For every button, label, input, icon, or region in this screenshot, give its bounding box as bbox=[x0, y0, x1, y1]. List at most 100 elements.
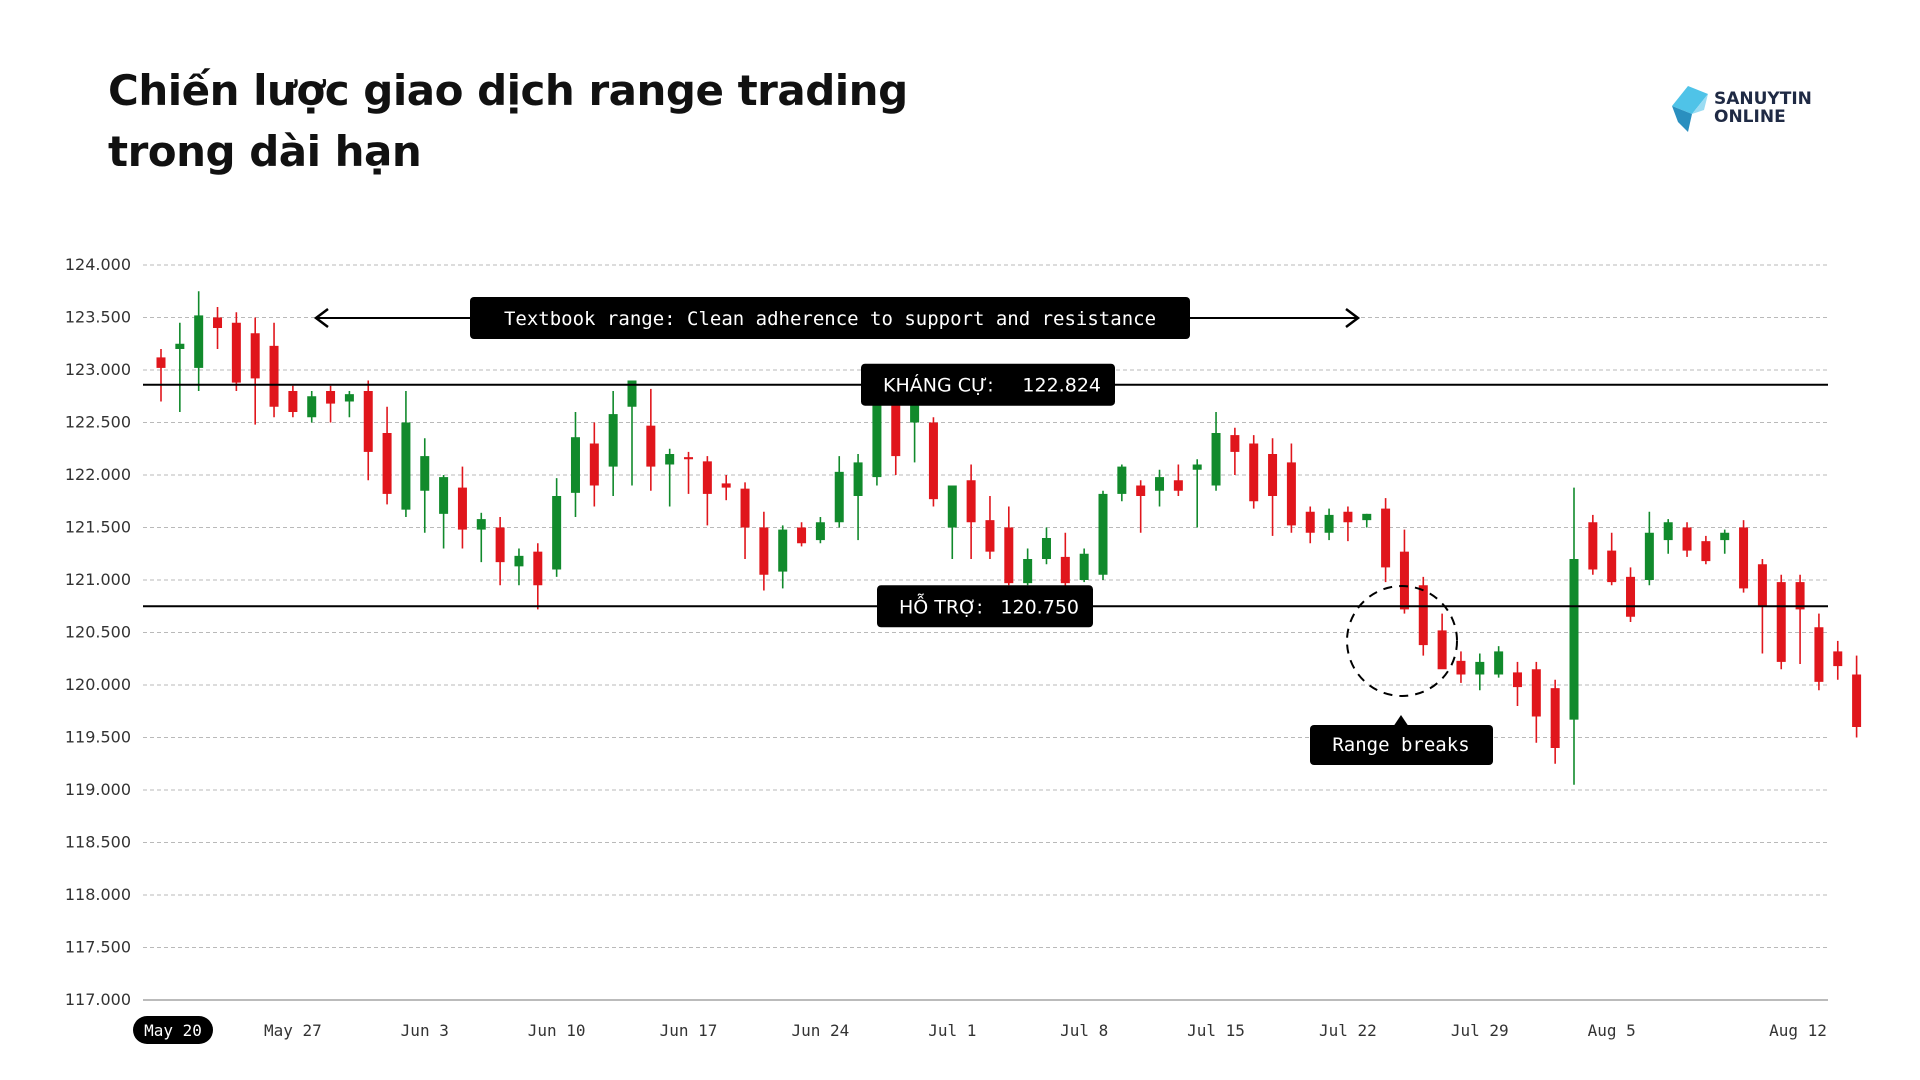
y-tick-label: 120.500 bbox=[65, 623, 131, 642]
range-annotation-box bbox=[470, 297, 1190, 339]
page-title: Chiến lược giao dịch range trading trong… bbox=[108, 60, 1008, 182]
candle-body bbox=[1739, 527, 1749, 589]
candle-body bbox=[1173, 480, 1183, 491]
range-break-box bbox=[1310, 725, 1493, 765]
candle-body bbox=[1437, 630, 1447, 670]
candle-body bbox=[552, 496, 562, 570]
candle-body bbox=[363, 391, 373, 452]
candle-body bbox=[1833, 651, 1843, 667]
candle bbox=[1155, 469, 1165, 507]
candle-body bbox=[307, 396, 317, 418]
candle-body bbox=[872, 391, 882, 478]
candle bbox=[1814, 613, 1824, 691]
candle bbox=[702, 456, 712, 526]
candle-body bbox=[1682, 527, 1692, 551]
candle-body bbox=[1155, 477, 1165, 491]
candle bbox=[307, 391, 317, 423]
candle bbox=[401, 391, 411, 517]
candle-body bbox=[1286, 462, 1296, 526]
candle bbox=[344, 391, 354, 418]
candles bbox=[156, 291, 1862, 785]
candle-body bbox=[1192, 464, 1202, 470]
logo-text: SANUYTIN ONLINE bbox=[1714, 90, 1812, 126]
y-tick-label: 122.000 bbox=[65, 465, 131, 484]
candle-body bbox=[514, 555, 524, 567]
candle-body bbox=[326, 391, 336, 404]
candle bbox=[1249, 435, 1259, 509]
candle bbox=[834, 456, 844, 528]
candle-body bbox=[1249, 443, 1259, 502]
candle bbox=[269, 322, 279, 418]
candle bbox=[1023, 548, 1033, 586]
range-annotation-text: Textbook range: Clean adherence to suppo… bbox=[504, 308, 1156, 330]
candle-body bbox=[476, 519, 486, 530]
y-tick-label: 121.500 bbox=[65, 518, 131, 537]
candle bbox=[552, 478, 562, 577]
candle bbox=[570, 412, 580, 517]
x-tick-label: May 27 bbox=[264, 1021, 322, 1040]
x-tick-label: Jun 24 bbox=[792, 1021, 850, 1040]
candle bbox=[382, 406, 392, 505]
candle bbox=[1852, 655, 1862, 738]
y-tick-label: 123.000 bbox=[65, 360, 131, 379]
candle bbox=[1117, 464, 1127, 502]
support-label-box bbox=[877, 585, 1093, 628]
candle bbox=[1286, 443, 1296, 533]
candle-body bbox=[231, 322, 241, 383]
candle-body bbox=[175, 343, 185, 349]
brand-logo: SANUYTIN ONLINE bbox=[1668, 86, 1828, 136]
candle-body bbox=[1852, 674, 1862, 727]
candle bbox=[1475, 653, 1485, 691]
candle bbox=[1456, 651, 1466, 683]
candle-body bbox=[684, 457, 694, 460]
candle bbox=[1795, 574, 1805, 664]
range-arrow-left-head bbox=[313, 308, 329, 328]
candle-body bbox=[439, 477, 449, 514]
candle bbox=[1437, 613, 1447, 670]
candle-body bbox=[1324, 514, 1334, 533]
candle-body bbox=[721, 483, 731, 488]
range-arrow-right-head bbox=[1345, 308, 1361, 328]
candle bbox=[608, 391, 618, 496]
candle bbox=[1343, 506, 1353, 542]
candle-body bbox=[344, 394, 354, 402]
candle bbox=[1720, 529, 1730, 554]
candle-body bbox=[947, 485, 957, 528]
candle bbox=[1644, 511, 1654, 586]
candle bbox=[646, 388, 656, 491]
range-break-text: Range breaks bbox=[1332, 734, 1469, 756]
candle-body bbox=[1381, 508, 1391, 568]
candle-body bbox=[1814, 627, 1824, 682]
candle-body bbox=[759, 527, 769, 575]
candle-body bbox=[213, 317, 223, 328]
candle-body bbox=[891, 391, 901, 457]
candle-body bbox=[1268, 454, 1278, 496]
candle bbox=[1776, 574, 1786, 670]
candle bbox=[1569, 487, 1579, 785]
candle-body bbox=[269, 345, 279, 407]
candle bbox=[1305, 506, 1315, 544]
candle-body bbox=[1569, 559, 1579, 720]
candle-body bbox=[853, 462, 863, 496]
candle bbox=[1494, 646, 1504, 678]
candle-body bbox=[1550, 688, 1560, 748]
candle-body bbox=[1644, 532, 1654, 580]
candle bbox=[778, 525, 788, 589]
candle bbox=[1701, 535, 1711, 565]
candle bbox=[156, 349, 166, 402]
candle bbox=[1739, 520, 1749, 593]
candle-body bbox=[1136, 485, 1146, 496]
y-tick-label: 123.500 bbox=[65, 308, 131, 327]
candle-body bbox=[627, 380, 637, 407]
candle-body bbox=[1720, 532, 1730, 541]
candle bbox=[231, 312, 241, 391]
x-tick-label: Jun 10 bbox=[528, 1021, 586, 1040]
resistance-label: KHÁNG CỰ: bbox=[883, 374, 994, 397]
candle bbox=[627, 380, 637, 486]
candle-body bbox=[1456, 660, 1466, 675]
y-tick-label: 121.000 bbox=[65, 570, 131, 589]
candle bbox=[985, 496, 995, 559]
candle bbox=[1399, 529, 1409, 614]
x-tick-label: Aug 5 bbox=[1588, 1021, 1636, 1040]
